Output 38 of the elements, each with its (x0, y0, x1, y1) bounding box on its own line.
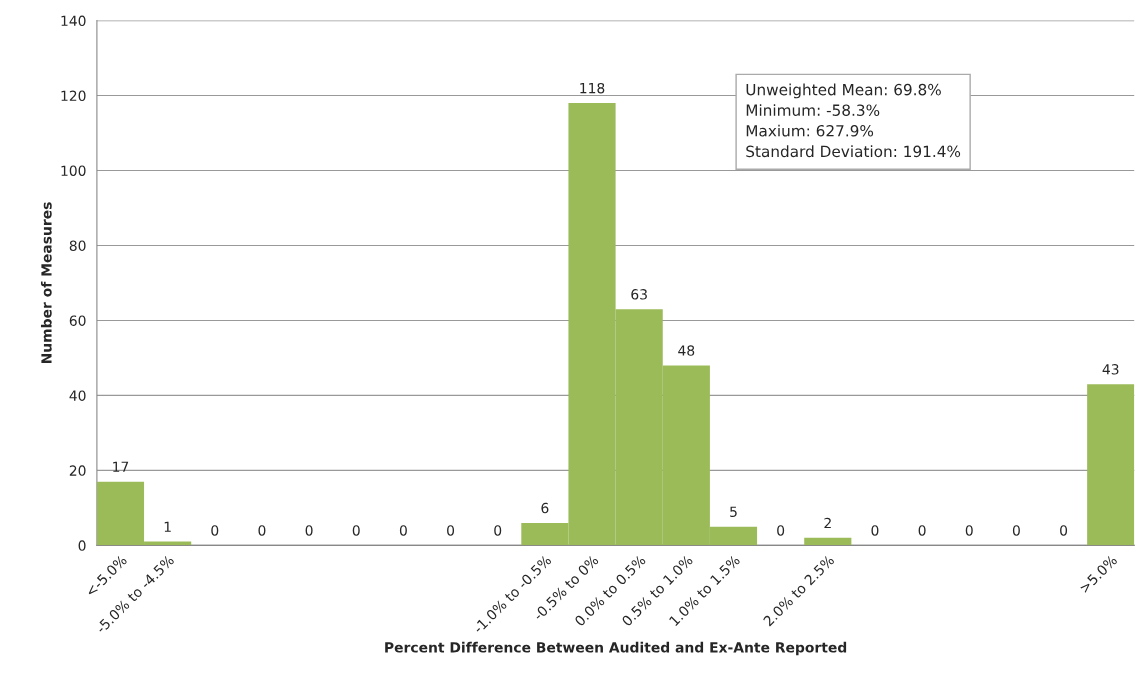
data-label: 0 (258, 525, 266, 536)
annotation: Unweighted Mean: 69.8% (746, 83, 941, 99)
data-label: 118 (580, 82, 605, 94)
data-label: 0 (1012, 525, 1020, 536)
data-label: 0 (918, 525, 926, 536)
y-tick-label: 120 (61, 90, 86, 102)
data-label: 0 (352, 525, 360, 536)
data-label: 5 (730, 506, 737, 517)
data-label: 48 (678, 345, 695, 356)
data-label: 1 (164, 521, 171, 532)
y-tick-label: 80 (69, 240, 86, 251)
y-tick-label: 140 (61, 15, 86, 27)
data-label: 0 (447, 525, 455, 536)
x-axis-title: Percent Difference Between Audited and Ex-Ante Reported (385, 641, 847, 656)
data-label: 0 (494, 525, 502, 536)
data-label: 43 (1102, 364, 1119, 375)
data-label: 0 (777, 525, 785, 536)
data-label: 6 (541, 502, 549, 514)
bar (1087, 384, 1135, 546)
y-tick-label: 60 (69, 315, 86, 326)
y-tick-label: 40 (69, 390, 86, 401)
y-tick-label: 100 (61, 165, 86, 176)
y-tick-label: 20 (69, 465, 86, 476)
annotation: Standard Deviation: 191.4% (746, 145, 961, 158)
data-label: 0 (871, 525, 879, 536)
annotation: Minimum: -58.3% (746, 104, 880, 116)
annotation: Maxium: 627.9% (746, 124, 874, 137)
data-label: 0 (1060, 525, 1068, 536)
data-label: 0 (965, 525, 973, 536)
y-axis-title: Number of Measures (40, 202, 52, 364)
data-label: 0 (399, 525, 407, 536)
data-label: 17 (113, 461, 129, 472)
bar (804, 537, 852, 546)
data-label: 0 (305, 525, 313, 536)
data-label: 63 (631, 289, 647, 300)
data-label: 0 (211, 525, 219, 536)
y-tick-label: 0 (78, 540, 86, 551)
data-label: 2 (824, 517, 831, 529)
